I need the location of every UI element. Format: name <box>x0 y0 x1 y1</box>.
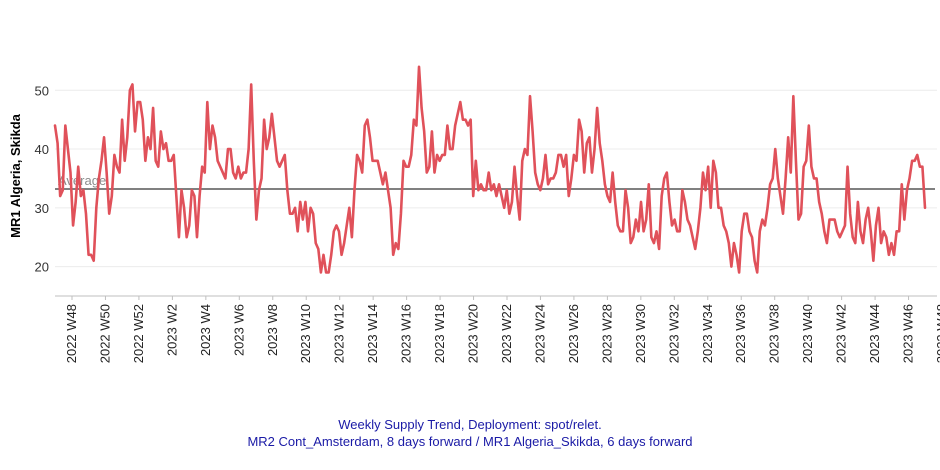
x-tick-label: 2023 W44 <box>867 304 882 363</box>
y-axis-label: MR1 Algeria, Skikda <box>8 113 23 238</box>
x-tick-label: 2023 W34 <box>700 304 715 363</box>
x-tick-label: 2023 W32 <box>666 304 681 363</box>
x-tick-label: 2023 W28 <box>599 304 614 363</box>
x-tick-label: 2023 W14 <box>365 304 380 363</box>
x-tick-label: 2023 W26 <box>566 304 581 363</box>
x-tick-label: 2023 W40 <box>800 304 815 363</box>
x-tick-label: 2023 W6 <box>231 304 246 356</box>
y-tick-label: 20 <box>35 260 49 275</box>
x-tick-label: 2023 W20 <box>466 304 481 363</box>
x-tick-label: 2022 W52 <box>131 304 146 363</box>
caption-line-2: MR2 Cont_Amsterdam, 8 days forward / MR1… <box>247 434 693 449</box>
x-tick-label: 2023 W16 <box>399 304 414 363</box>
x-tick-label: 2022 W50 <box>97 304 112 363</box>
x-tick-label: 2023 W2 <box>164 304 179 356</box>
caption-line-1: Weekly Supply Trend, Deployment: spot/re… <box>338 417 602 432</box>
x-tick-label: 2023 W30 <box>633 304 648 363</box>
y-tick-label: 30 <box>35 201 49 216</box>
x-tick-label: 2023 W12 <box>332 304 347 363</box>
x-tick-label: 2023 W24 <box>532 304 547 363</box>
gridlines <box>55 89 937 268</box>
series-line <box>53 65 927 274</box>
x-tick-label: 2023 W46 <box>901 304 916 363</box>
x-tick-label: 2023 W4 <box>198 304 213 356</box>
x-tick-label: 2023 W48 <box>934 304 940 363</box>
x-tick-label: 2023 W36 <box>733 304 748 363</box>
y-tick-label: 40 <box>35 142 49 157</box>
y-tick-label: 50 <box>35 83 49 98</box>
x-tick-label: 2023 W42 <box>834 304 849 363</box>
x-tick-label: 2023 W8 <box>265 304 280 356</box>
x-tick-label: 2023 W10 <box>298 304 313 363</box>
y-axis-ticks: 20 30 40 50 <box>35 83 49 274</box>
x-axis-ticks: 2022 W48 2022 W50 2022 W52 2023 W2 2023 W4 20… <box>64 296 940 363</box>
x-tick-label: 2023 W38 <box>767 304 782 363</box>
x-tick-label: 2023 W22 <box>499 304 514 363</box>
x-tick-label: 2023 W18 <box>432 304 447 363</box>
x-tick-label: 2022 W48 <box>64 304 79 363</box>
line-chart: 20 30 40 50 2022 W48 2022 W50 2022 W52 2023 W2… <box>8 65 940 363</box>
